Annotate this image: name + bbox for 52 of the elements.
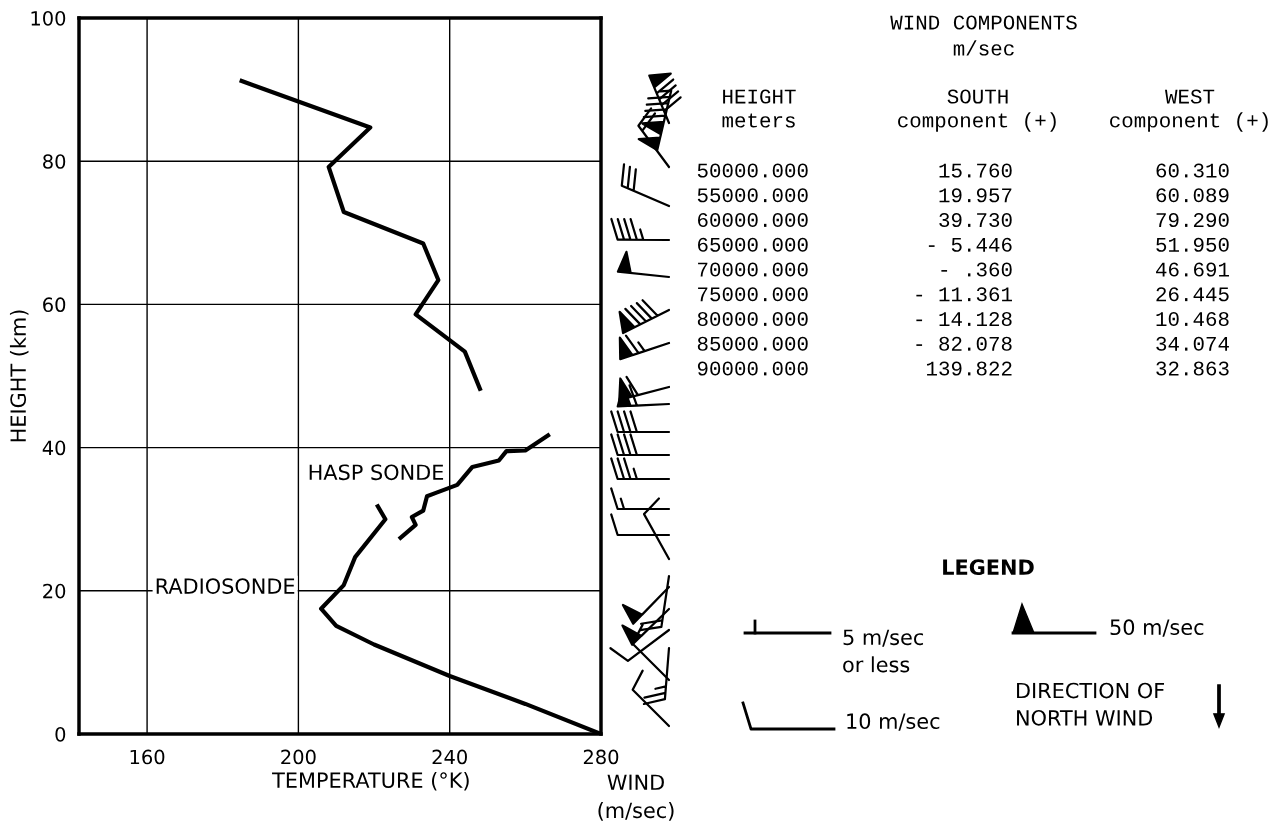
text: 10 m/sec bbox=[847, 713, 940, 731]
data-label: 10.468 bbox=[1156, 311, 1229, 327]
data-label: - 14.128 bbox=[916, 311, 1012, 327]
data-label: - 11.361 bbox=[916, 287, 1012, 302]
text: 50 m/sec bbox=[1110, 619, 1204, 637]
data-label: 32.863 bbox=[1156, 361, 1229, 376]
y-tick-label: 100 bbox=[31, 10, 66, 26]
y-tick-label: 60 bbox=[43, 297, 66, 313]
data-label: 15.760 bbox=[939, 163, 1012, 178]
y-tick-label: 20 bbox=[43, 583, 66, 599]
data-label: 34.074 bbox=[1156, 336, 1229, 351]
data-label: 51.950 bbox=[1156, 237, 1229, 252]
y-tick-label: 0 bbox=[55, 726, 66, 742]
data-label: 139.822 bbox=[926, 361, 1012, 376]
x-tick-label: 200 bbox=[281, 749, 316, 765]
y-tick-label: 80 bbox=[43, 154, 66, 169]
category-label: 60000.000 bbox=[698, 212, 808, 228]
data-label: 19.957 bbox=[939, 188, 1012, 203]
x-axis-title: TEMPERATURE (°K) bbox=[272, 771, 469, 791]
data-label: - .360 bbox=[941, 262, 1012, 277]
data-label: - 82.078 bbox=[916, 336, 1012, 351]
y-tick-label: 40 bbox=[42, 440, 66, 456]
text: WIND COMPONENTS bbox=[890, 15, 1077, 30]
text: LEGEND bbox=[943, 559, 1034, 576]
series-label: RADIOSONDE bbox=[156, 578, 295, 594]
category-label: 80000.000 bbox=[697, 311, 808, 327]
category-label: 85000.000 bbox=[697, 336, 808, 351]
x-tick-label: 280 bbox=[583, 749, 619, 765]
text: m/sec bbox=[953, 40, 1014, 56]
category-label: 65000.000 bbox=[698, 237, 808, 252]
data-label: 26.445 bbox=[1156, 287, 1229, 302]
data-label: 39.730 bbox=[939, 212, 1012, 228]
text: DIRECTION OF NORTH WIND bbox=[1017, 682, 1165, 726]
data-label: - 5.446 bbox=[928, 237, 1012, 252]
category-label: 90000.000 bbox=[697, 361, 808, 376]
category-label: 50000.000 bbox=[697, 163, 808, 178]
category-label: 70000.000 bbox=[698, 262, 808, 277]
data-label: 46.691 bbox=[1156, 262, 1229, 277]
data-label: 60.089 bbox=[1156, 188, 1229, 203]
data-label: 79.290 bbox=[1156, 212, 1229, 228]
series-label: HASP SONDE bbox=[309, 464, 444, 481]
y-axis-title: HEIGHT (km) bbox=[9, 310, 29, 442]
text: SOUTH component (+) bbox=[898, 89, 1056, 132]
text: 5 m/sec or less bbox=[843, 629, 924, 673]
x-tick-label: 240 bbox=[432, 749, 467, 765]
text: WEST component (+) bbox=[1110, 89, 1268, 132]
text: HEIGHT meters bbox=[722, 89, 796, 128]
x-tick-label: 160 bbox=[130, 749, 165, 765]
text: WIND (m/sec) bbox=[598, 774, 674, 821]
category-label: 55000.000 bbox=[697, 188, 808, 203]
category-label: 75000.000 bbox=[698, 287, 808, 302]
data-label: 60.310 bbox=[1156, 163, 1229, 178]
